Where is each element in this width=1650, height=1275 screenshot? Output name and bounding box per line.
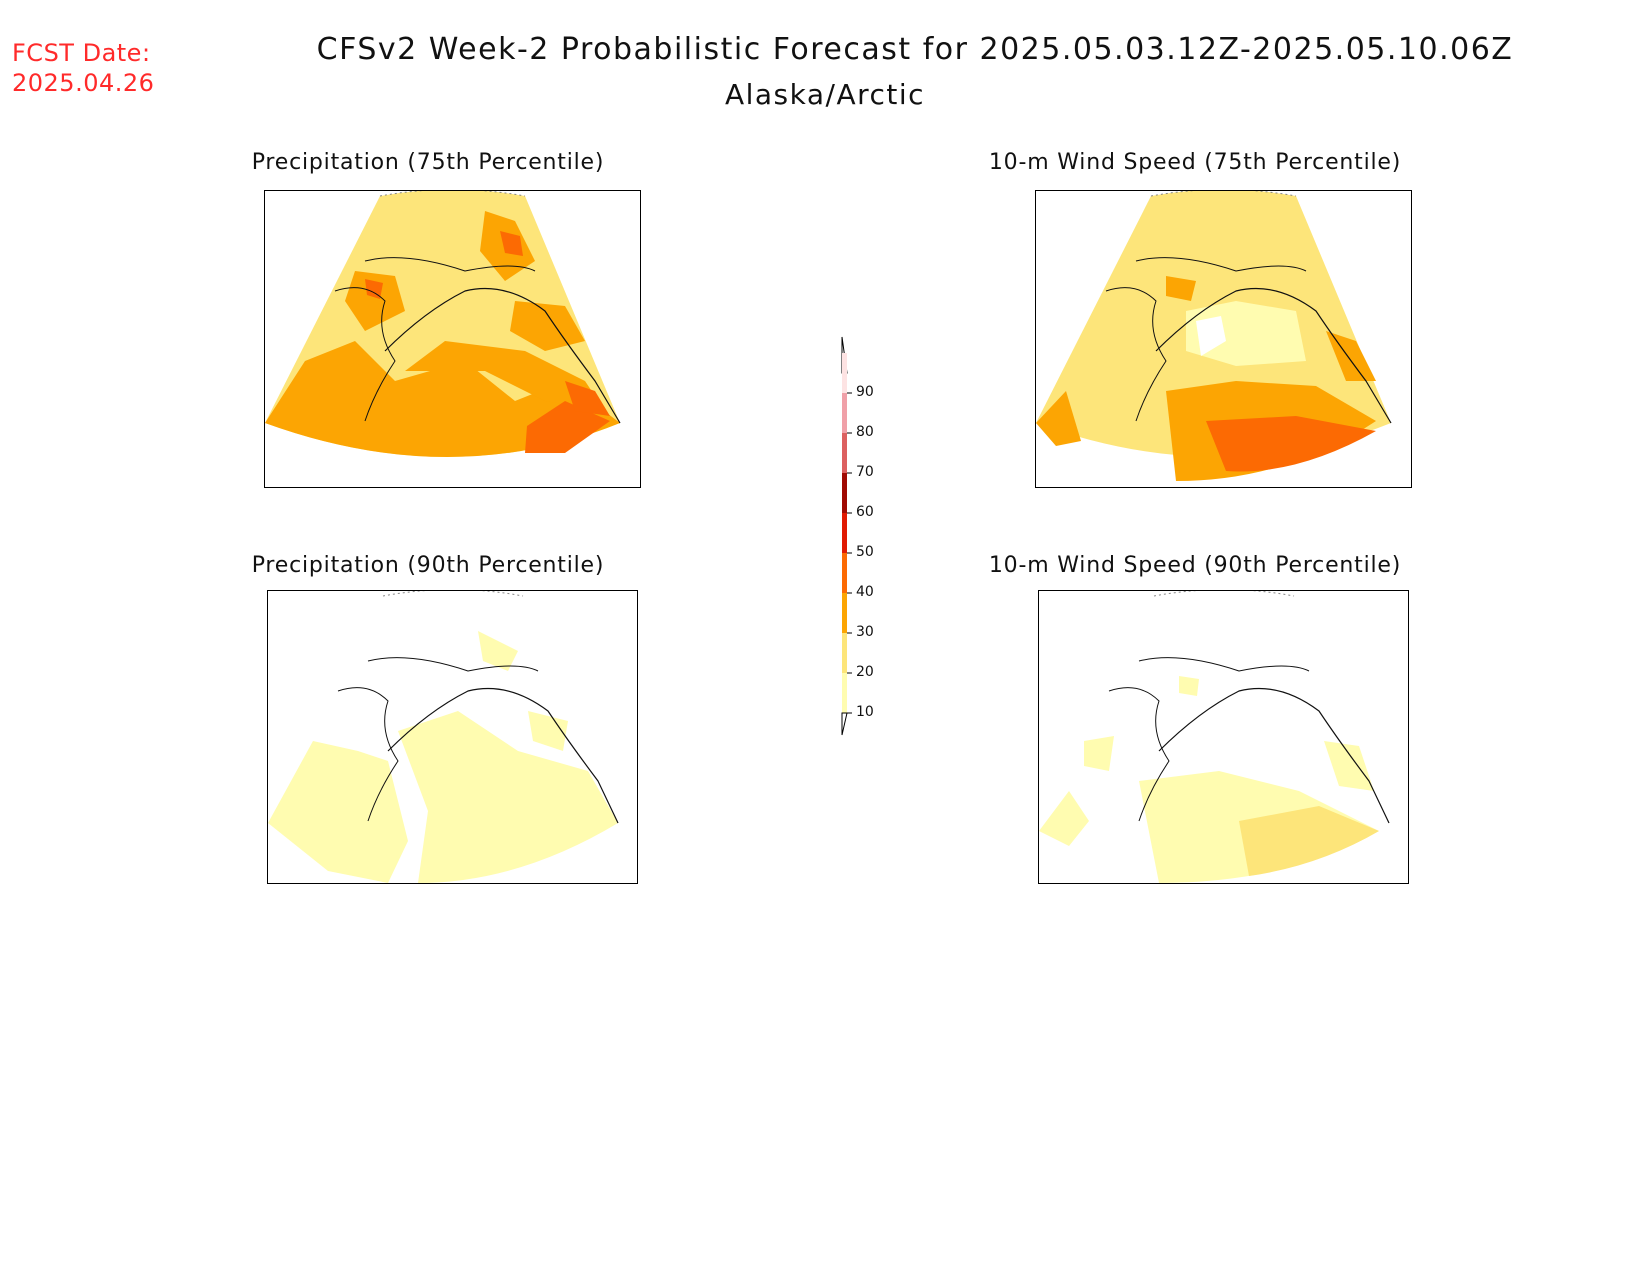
map-panel-precip75 [264, 190, 641, 488]
colorbar-tick-label: 80 [856, 424, 874, 440]
colorbar-swatch [842, 353, 847, 393]
panel-title-precip75: Precipitation (75th Percentile) [251, 150, 605, 175]
colorbar-tick-label: 20 [856, 664, 874, 680]
panel-title-precip90: Precipitation (90th Percentile) [251, 553, 605, 578]
colorbar-swatch [842, 553, 847, 593]
shade-30-sw [1036, 391, 1081, 446]
graticule-north [379, 191, 526, 197]
graticule-north [1153, 591, 1295, 597]
colorbar-svg [841, 336, 852, 736]
coastline [1158, 688, 1390, 824]
shade-10-east [528, 711, 568, 751]
shade-30-gulf [405, 341, 605, 411]
colorbar-tick-label: 50 [856, 544, 874, 560]
coastline-arctic [1138, 657, 1310, 672]
shade-none-center [1196, 316, 1226, 356]
shade-30-north [1166, 276, 1196, 301]
shade-40-gulf [1206, 416, 1376, 472]
map-svg-precip75 [265, 191, 621, 457]
panel-title-wind75: 10-m Wind Speed (75th Percentile) [988, 150, 1402, 175]
coastline [1155, 288, 1392, 424]
coastline-arctic [367, 657, 539, 672]
colorbar-tick-label: 40 [856, 584, 874, 600]
colorbar-swatch [842, 473, 847, 513]
shade-40-west [365, 279, 383, 299]
colorbar-swatch [842, 433, 847, 473]
shade-40-se [525, 401, 610, 453]
shade-40-north [500, 231, 523, 256]
colorbar-tick-label: 70 [856, 464, 874, 480]
colorbar-swatch [842, 633, 847, 673]
shade-10-south [398, 711, 618, 883]
panel-title-wind90: 10-m Wind Speed (90th Percentile) [988, 553, 1402, 578]
colorbar-swatches [842, 353, 852, 714]
coastline-west [334, 287, 396, 422]
shade-10-sw [1039, 791, 1089, 846]
colorbar-tick-label: 60 [856, 504, 874, 520]
fcst-date-label: FCST Date: [12, 39, 151, 67]
colorbar-tick-label: 90 [856, 384, 874, 400]
shade-10-west [268, 741, 408, 883]
shade-10-north [478, 631, 518, 671]
map-svg-wind75 [1036, 191, 1392, 481]
coastline-west [1108, 687, 1170, 822]
shade-30-west [345, 271, 405, 331]
colorbar: 10 20 30 40 50 60 70 80 90 [820, 335, 880, 745]
colorbar-tick-label: 30 [856, 624, 874, 640]
map-svg-wind90 [1039, 591, 1390, 883]
coastline-arctic [1135, 257, 1307, 272]
shade-20-gulf [1239, 806, 1379, 876]
graticule-north [382, 591, 524, 597]
map-svg-precip90 [268, 591, 619, 883]
colorbar-swatch [842, 393, 847, 433]
fcst-date-block: FCST Date: 2025.04.26 [12, 38, 154, 98]
graticule-north [1150, 191, 1297, 197]
colorbar-tick-label: 10 [856, 704, 874, 720]
map-panel-wind75 [1035, 190, 1412, 488]
shade-30-east [510, 301, 585, 351]
map-panel-precip90 [267, 590, 638, 884]
colorbar-swatch [842, 513, 847, 553]
region-title: Alaska/Arctic [724, 78, 926, 111]
shade-10-north [1179, 676, 1199, 696]
shade-10-west [1084, 736, 1114, 771]
colorbar-swatch [842, 593, 847, 633]
colorbar-swatch [842, 673, 847, 713]
coastline [384, 288, 621, 424]
coastline-west [337, 687, 399, 822]
coastline-west [1105, 287, 1167, 422]
shade-40-panhandle [565, 381, 610, 416]
fcst-date-value: 2025.04.26 [12, 69, 155, 97]
map-panel-wind90 [1038, 590, 1409, 884]
main-title: CFSv2 Week-2 Probabilistic Forecast for … [316, 32, 1514, 67]
colorbar-bottom-triangle [841, 712, 848, 736]
coastline-arctic [364, 257, 536, 272]
shade-10-east [1324, 741, 1374, 791]
coastline [387, 688, 619, 824]
